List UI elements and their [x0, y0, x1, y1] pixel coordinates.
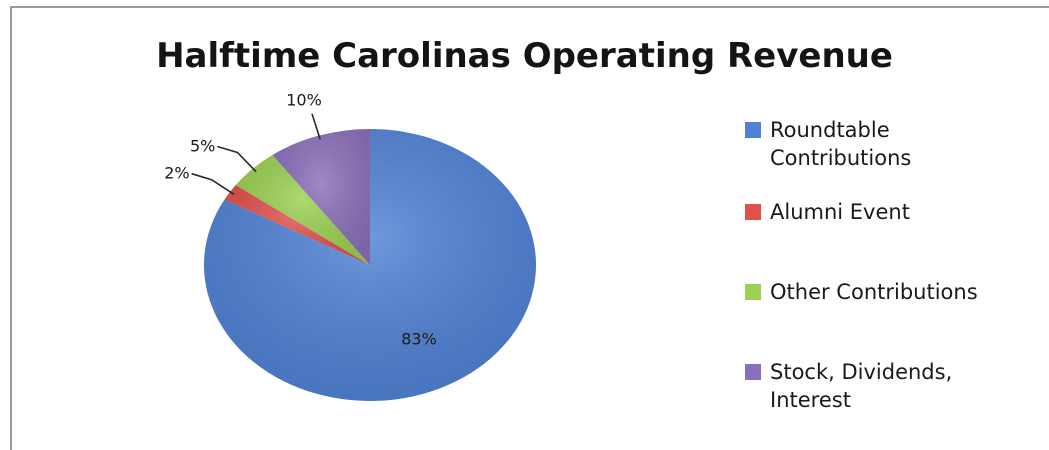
leader-line-alumni-event: [191, 172, 235, 195]
legend-item-alumni-event: Alumni Event: [745, 198, 1040, 226]
legend-item-roundtable: Roundtable Contributions: [745, 116, 970, 172]
data-labels: 83% 2%5% 10%: [164, 91, 437, 349]
legend-swatch: [745, 284, 761, 300]
legend-swatch: [745, 364, 761, 380]
data-label-alumni-event: 2%: [164, 164, 189, 183]
legend-swatch: [745, 204, 761, 220]
legend-label: Other Contributions: [770, 280, 978, 304]
legend-item-other-contributions: Other Contributions: [745, 278, 1040, 306]
pie-slice-shading: [203, 129, 536, 401]
pie-slice-shading: [224, 185, 370, 265]
legend-item-stock-dividends-interest: Stock, Dividends, Interest: [745, 358, 1020, 414]
legend-label: Alumni Event: [770, 200, 910, 224]
pie-slices: [203, 129, 536, 401]
leader-line-stock-dividends-interest: [311, 113, 321, 140]
legend-label: Stock, Dividends, Interest: [770, 360, 953, 412]
leader-lines: [191, 113, 321, 195]
legend-swatch: [745, 122, 761, 138]
data-label-other-contributions: 5%: [190, 137, 215, 156]
pie-slice-shading: [272, 129, 370, 265]
leader-line-other-contributions: [217, 145, 257, 173]
data-label-stock-dividends-interest: 10%: [286, 91, 322, 110]
legend-label: Roundtable Contributions: [770, 118, 912, 170]
pie-slice-shading: [235, 154, 370, 265]
data-label-roundtable: 83%: [401, 330, 437, 349]
chart-title: Halftime Carolinas Operating Revenue: [156, 36, 893, 76]
